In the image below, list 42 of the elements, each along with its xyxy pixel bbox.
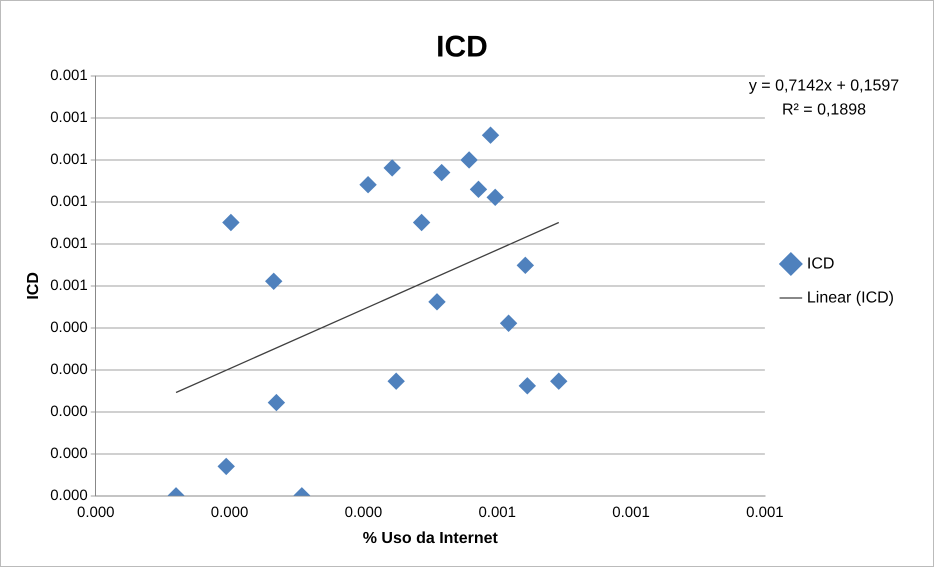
- legend-label: Linear (ICD): [806, 289, 894, 306]
- y-tick-label: 0.001: [50, 151, 88, 168]
- point: [470, 180, 487, 198]
- x-tick-label: 0.001: [478, 504, 516, 521]
- point: [550, 372, 568, 390]
- y-tick-label: 0.000: [50, 444, 88, 462]
- x-axis-title: % Uso da Internet: [362, 530, 499, 547]
- x-tick-label: 0.001: [746, 504, 784, 521]
- y-tick-label: 0.000: [50, 361, 88, 378]
- y-tick-label: 0.000: [50, 402, 88, 420]
- y-tick-label: 0.001: [50, 277, 88, 294]
- point: [433, 164, 450, 182]
- point: [460, 151, 478, 168]
- annotation: y = 0,7142x + 0,1597: [748, 77, 900, 94]
- y-tick-label: 0.000: [50, 319, 88, 336]
- point: [222, 214, 240, 232]
- point: [268, 394, 285, 412]
- y-tick-label: 0.001: [50, 109, 88, 126]
- point: [388, 372, 405, 390]
- point: [486, 188, 504, 206]
- point: [518, 377, 536, 394]
- point: [360, 176, 377, 194]
- x-tick-label: 0.000: [210, 504, 248, 521]
- x-tick-label: 0.000: [76, 504, 115, 521]
- y-axis-title: ICD: [25, 272, 42, 300]
- text: R² = 0,1898: [782, 101, 866, 118]
- point: [384, 159, 401, 176]
- point: [482, 126, 500, 144]
- point: [265, 272, 282, 290]
- point: [218, 458, 235, 475]
- legend-label: ICD: [806, 255, 834, 272]
- point: [516, 256, 534, 274]
- point: [500, 314, 518, 332]
- chart-title: ICD: [436, 30, 488, 64]
- x-tick-label: 0.000: [344, 504, 382, 521]
- y-tick-label: 0.001: [50, 67, 88, 84]
- x-tick-label: 0.001: [612, 504, 650, 521]
- point: [413, 214, 430, 232]
- y-tick-label: 0.001: [50, 235, 88, 252]
- y-tick-label: 0.000: [50, 486, 88, 504]
- point: [428, 293, 446, 310]
- y-tick-label: 0.001: [50, 193, 88, 210]
